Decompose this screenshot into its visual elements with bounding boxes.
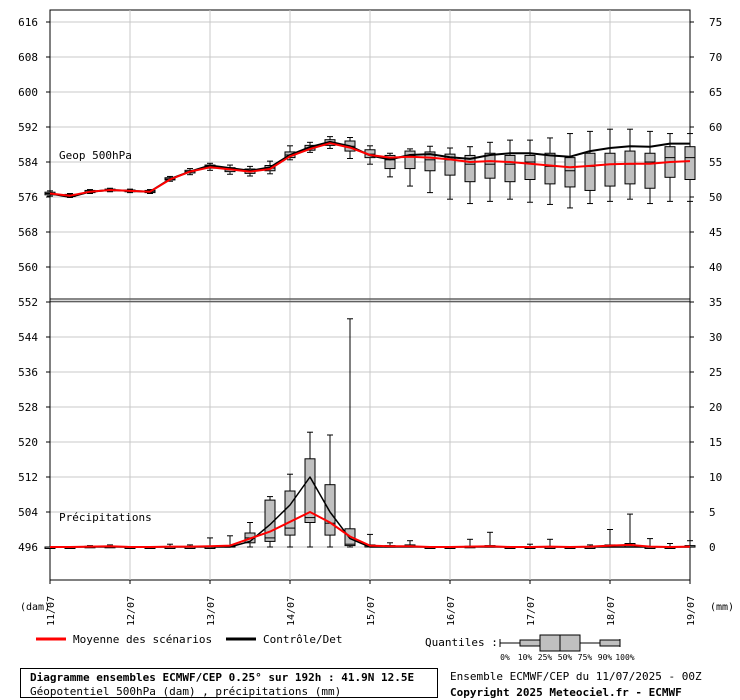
quantile-tick-label: 10% [518,653,533,662]
right-tick-label: 60 [709,121,722,134]
geop-box-box [584,152,596,191]
geop-box-box [484,152,496,179]
left-tick-label: 568 [18,226,38,239]
precip-box [304,431,316,548]
precip-mean-line [50,511,691,548]
left-tick-label: 608 [18,51,38,64]
precip-box [324,434,336,548]
quantile-tick-label: 90% [598,653,613,662]
copyright: Copyright 2025 Meteociel.fr - ECMWF [450,686,682,699]
left-tick-label: 576 [18,191,38,204]
left-tick-label: 616 [18,16,38,29]
left-tick-label: 544 [18,331,38,344]
right-tick-label: 25 [709,366,722,379]
x-tick-label: 12/07 [126,596,137,626]
quantile-tick-label: 25% [538,653,553,662]
right-tick-label: 30 [709,331,722,344]
title-line-1: Diagramme ensembles ECMWF/CEP 0.25° sur … [30,671,415,684]
quantile-legend [499,634,621,652]
right-tick-label: 10 [709,471,722,484]
geop-box [504,139,516,200]
series-lines [49,140,691,548]
left-tick-label: 600 [18,86,38,99]
geop-box-box [464,154,476,183]
legend-control-label: Contrôle/Det [263,633,342,646]
x-tick-label: 17/07 [526,596,537,626]
right-tick-label: 15 [709,436,722,449]
geop-box-box [504,154,516,183]
geop-box-box [644,152,656,189]
precip-box-box [324,484,336,536]
precip-box-box [284,490,296,536]
right-tick-label: 75 [709,16,722,29]
geop-box-box [604,152,616,187]
x-tick-label: 11/07 [46,596,57,626]
geop-box-box [384,154,396,170]
x-tick-label: 15/07 [366,596,377,626]
geop-box [484,141,496,202]
right-tick-label: 65 [709,86,722,99]
precip-box [284,473,296,548]
legend-quantiles-label: Quantiles : [425,636,498,649]
right-tick-label: 55 [709,156,722,169]
geop-box-box [524,154,536,180]
x-tick-label: 16/07 [446,596,457,626]
right-tick-label: 50 [709,191,722,204]
quantile-tick-labels: 0% 10% 25% 50% 75% 90% 100% [500,653,635,662]
title-line-2: Géopotentiel 500hPa (dam) , précipitatio… [30,685,342,698]
geop-box [644,130,656,205]
left-tick-label: 528 [18,401,38,414]
geop-box-box [424,151,436,172]
left-axis-unit: (dam) [20,602,50,613]
left-tick-label: 560 [18,261,38,274]
quantile-tick-label: 50% [558,653,573,662]
geop-box-box [564,157,576,188]
geop-box [524,139,536,203]
geop-box-box [624,150,636,185]
x-tick-label: 14/07 [286,596,297,626]
right-axis-unit: (mm) [710,602,734,613]
left-tick-label: 536 [18,366,38,379]
left-tick-label: 512 [18,471,38,484]
geop-panel-label: Geop 500hPa [59,149,132,162]
right-tick-label: 5 [709,506,716,519]
x-tick-label: 19/07 [686,596,697,626]
geop-box [464,146,476,205]
precip-panel-label: Précipitations [59,511,152,524]
geop-box-box [444,153,456,176]
geop-box [604,128,616,202]
run-info: Ensemble ECMWF/CEP du 11/07/2025 - 00Z [450,670,702,683]
left-tick-label: 584 [18,156,38,169]
left-tick-label: 520 [18,436,38,449]
right-tick-label: 45 [709,226,722,239]
left-tick-label: 496 [18,541,38,554]
quantile-tick-label: 0% [500,653,510,662]
title-box: Diagramme ensembles ECMWF/CEP 0.25° sur … [20,668,438,698]
x-tick-label: 18/07 [606,596,617,626]
geop-mean-line [49,142,691,197]
left-tick-label: 592 [18,121,38,134]
left-tick-label: 552 [18,296,38,309]
quantile-tick-label: 75% [578,653,593,662]
left-axis-ticks: 616 608 600 592 584 576 568 560 552 544 536 528 520 5… [18,16,50,554]
right-tick-label: 40 [709,261,722,274]
x-tick-label: 13/07 [206,596,217,626]
legend-mean-label: Moyenne des scénarios [73,633,212,646]
geop-box-box [684,146,696,180]
right-tick-label: 0 [709,541,716,554]
left-tick-label: 504 [18,506,38,519]
geop-box [684,133,696,202]
geop-box-box [404,150,416,170]
right-tick-label: 70 [709,51,722,64]
quantile-tick-label: 100% [615,653,634,662]
grid [49,9,691,581]
geop-box-box [544,152,556,185]
x-axis-ticks: 11/07 12/07 13/07 14/07 15/07 16/07 17/07 18/07… [46,580,697,626]
right-tick-label: 20 [709,401,722,414]
precip-box-box [304,458,316,523]
right-tick-label: 35 [709,296,722,309]
